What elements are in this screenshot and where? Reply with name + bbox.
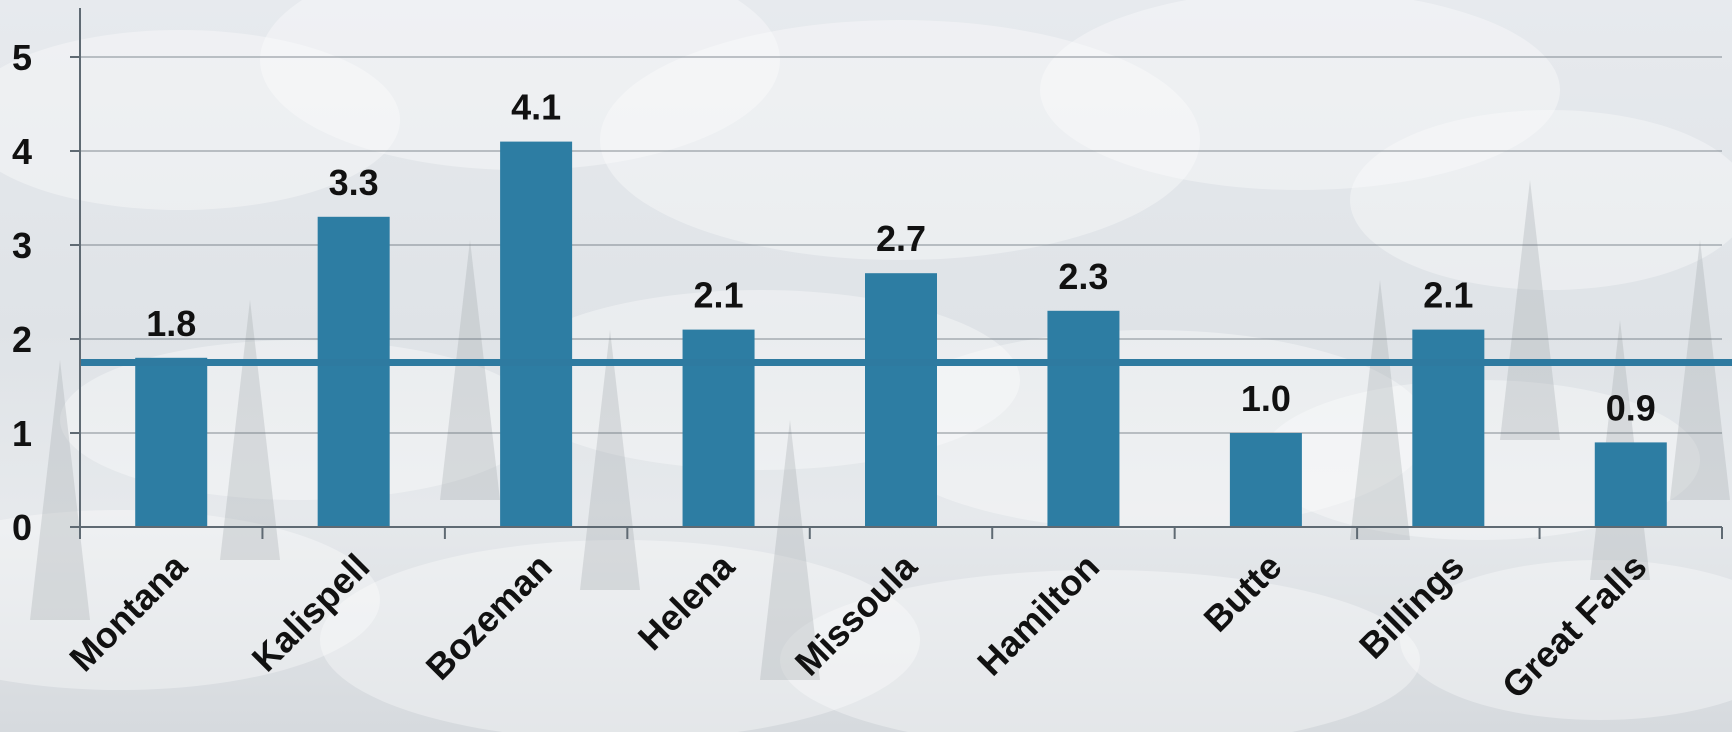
snow-patch: [780, 570, 1420, 732]
snow-patch: [600, 20, 1200, 260]
data-label: 1.0: [1241, 378, 1291, 419]
data-label: 2.7: [876, 218, 926, 259]
data-label: 4.1: [511, 87, 561, 128]
tree-silhouette: [220, 300, 280, 560]
bar: [1047, 310, 1120, 527]
y-tick-label: 4: [12, 131, 32, 172]
snow-patch: [1400, 560, 1732, 720]
axes: [70, 8, 1723, 539]
y-tick-label: 1: [12, 413, 32, 454]
y-tick-label: 0: [12, 507, 32, 548]
data-label: 3.3: [329, 162, 379, 203]
tree-silhouette: [30, 360, 90, 620]
tree-silhouette: [1670, 240, 1730, 500]
bar: [500, 141, 573, 527]
bar: [1229, 433, 1302, 527]
tree-silhouette: [760, 420, 820, 680]
bar: [135, 357, 208, 527]
data-label: 1.8: [146, 303, 196, 344]
snow-patch: [0, 510, 380, 690]
snow-patch: [1350, 110, 1732, 290]
data-label: 2.3: [1058, 256, 1108, 297]
bar: [865, 273, 937, 527]
bar: [1594, 442, 1667, 527]
snow-patch: [1040, 0, 1560, 190]
tree-silhouette: [580, 330, 640, 590]
data-label: 2.1: [694, 275, 744, 316]
y-tick-label: 3: [12, 225, 32, 266]
snow-patch: [320, 540, 920, 732]
tree-silhouette: [1500, 180, 1560, 440]
snow-patch: [260, 0, 780, 170]
tree-silhouette: [1350, 280, 1410, 540]
y-tick-label: 5: [12, 37, 32, 78]
tree-silhouette: [440, 240, 500, 500]
data-label: 0.9: [1606, 387, 1656, 428]
y-tick-label: 2: [12, 319, 32, 360]
snow-patch: [0, 30, 400, 210]
bar: [317, 216, 390, 528]
data-label: 2.1: [1423, 275, 1473, 316]
